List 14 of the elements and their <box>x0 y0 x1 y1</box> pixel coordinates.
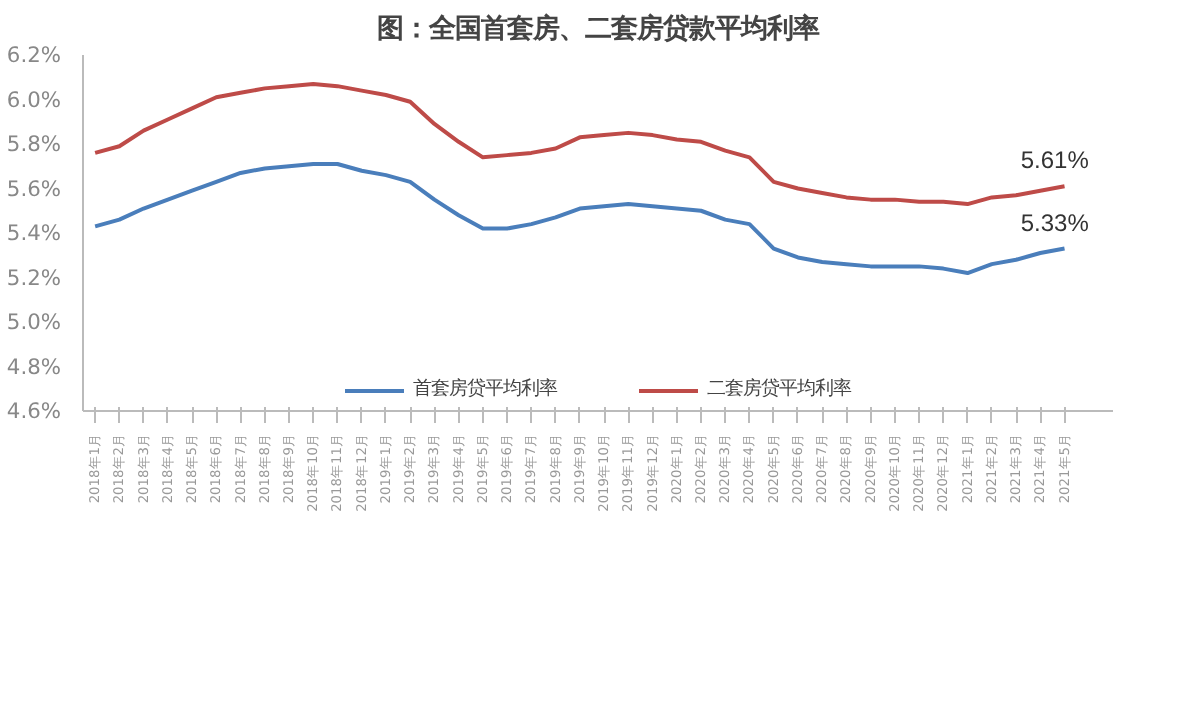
y-tick-label: 5.2% <box>6 264 62 291</box>
y-tick-label: 4.8% <box>6 353 62 380</box>
y-tick-label: 5.8% <box>6 131 62 157</box>
y-tick-label: 6.2% <box>6 42 62 68</box>
chart-title: 图：全国首套房、二套房贷款平均利率 <box>377 13 819 45</box>
y-tick-label: 5.4% <box>6 220 62 246</box>
annotation: 5.33% <box>1020 208 1090 237</box>
annotation: 5.61% <box>1020 146 1090 175</box>
y-tick-label: 4.6% <box>6 398 62 424</box>
legend-label: 二套房贷平均利率 <box>707 376 851 402</box>
y-tick-label: 5.0% <box>6 309 62 335</box>
y-tick-label: 6.0% <box>6 86 62 113</box>
legend-label: 首套房贷平均利率 <box>413 376 557 402</box>
y-tick-label: 5.6% <box>6 175 62 202</box>
